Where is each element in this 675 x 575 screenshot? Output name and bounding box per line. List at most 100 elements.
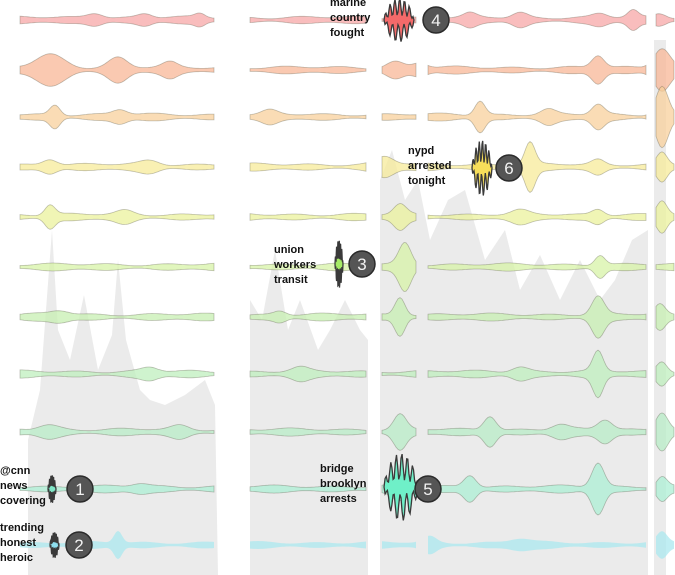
band-green-segment bbox=[427, 295, 647, 339]
band-aqua-segment bbox=[655, 475, 675, 503]
band-green-segment bbox=[655, 303, 675, 331]
callout-1-badge[interactable] bbox=[66, 475, 94, 503]
band-yellow-segment bbox=[19, 159, 215, 175]
band-lightgreen-segment bbox=[427, 255, 647, 279]
band-orange-segment bbox=[249, 108, 367, 126]
volume-area-right bbox=[380, 150, 648, 575]
band-lime bbox=[19, 200, 675, 234]
band-lime-segment bbox=[427, 208, 647, 226]
band-mint-segment bbox=[655, 361, 675, 387]
callout-5-badge[interactable] bbox=[414, 475, 442, 503]
callout-4-glyph bbox=[383, 0, 415, 42]
band-green-segment bbox=[249, 310, 367, 324]
band-red-segment bbox=[249, 15, 367, 25]
callout-4-number: 4 bbox=[431, 11, 440, 30]
band-seafoam-segment bbox=[249, 427, 367, 437]
band-seafoam-segment bbox=[381, 413, 417, 451]
callout-1-keyword-2: news bbox=[0, 480, 28, 492]
band-salmon-segment bbox=[381, 60, 417, 80]
volume-area-left bbox=[28, 230, 218, 575]
band-orange bbox=[19, 85, 675, 149]
callout-6-badge[interactable] bbox=[495, 154, 523, 182]
band-green-segment bbox=[381, 297, 417, 337]
band-lightgreen-segment bbox=[19, 262, 215, 272]
band-aqua-segment bbox=[249, 484, 367, 494]
callout-2-number: 2 bbox=[74, 536, 83, 555]
band-cyan-segment bbox=[20, 530, 214, 560]
band-salmon bbox=[19, 48, 675, 92]
callout-1-keyword-3: covering bbox=[0, 495, 46, 507]
band-cyan-segment bbox=[382, 541, 416, 549]
callout-3-keyword-1: union bbox=[274, 244, 304, 256]
band-lime-segment bbox=[249, 212, 367, 222]
callout-5-keyword-2: brooklyn bbox=[320, 478, 367, 490]
callout-6-keyword-2: arrested bbox=[408, 160, 451, 172]
callout-6-glyph bbox=[471, 140, 493, 196]
band-lightgreen-segment bbox=[381, 242, 417, 292]
callout-3-badge[interactable] bbox=[348, 250, 376, 278]
band-yellow-segment bbox=[249, 162, 367, 172]
callout-4: marine country fought 4 bbox=[330, 0, 450, 42]
band-cyan-segment bbox=[428, 535, 646, 555]
band-yellow-segment bbox=[655, 151, 675, 183]
band-mint-segment bbox=[19, 366, 215, 382]
band-lime-segment bbox=[381, 203, 417, 231]
callout-3-keyword-2: workers bbox=[273, 259, 316, 271]
callout-4-keyword-3: fought bbox=[330, 27, 365, 39]
callout-6: nypd arrested tonight 6 bbox=[408, 140, 523, 196]
band-salmon-segment bbox=[249, 65, 367, 75]
band-seafoam-segment bbox=[655, 412, 675, 452]
callout-2-keyword-2: honest bbox=[0, 537, 36, 549]
callout-6-number: 6 bbox=[504, 159, 513, 178]
callout-1-glyph bbox=[47, 475, 57, 503]
callout-3-number: 3 bbox=[357, 255, 366, 274]
callout-3-keyword-3: transit bbox=[274, 274, 308, 286]
callout-1: @cnn news covering 1 bbox=[0, 465, 94, 507]
callout-2-keyword-3: heroic bbox=[0, 552, 33, 564]
band-cyan-segment bbox=[250, 541, 366, 549]
band-yellow-segment bbox=[381, 155, 417, 179]
callout-5-keyword-1: bridge bbox=[320, 463, 354, 475]
band-salmon-segment bbox=[19, 53, 215, 87]
callout-3: union workers transit 3 bbox=[273, 240, 376, 288]
band-yellow bbox=[19, 140, 675, 194]
topic-callouts: @cnn news covering 1 trending honest heroic 2 un… bbox=[0, 0, 523, 564]
band-red-segment bbox=[19, 12, 215, 28]
callout-4-badge[interactable] bbox=[422, 6, 450, 34]
band-lime-segment bbox=[19, 204, 215, 230]
callout-3-glyph bbox=[334, 240, 344, 288]
callout-5-number: 5 bbox=[423, 480, 432, 499]
band-mint-segment bbox=[249, 365, 367, 383]
band-orange-segment bbox=[19, 104, 215, 130]
band-yellow-segment bbox=[427, 140, 647, 194]
band-cyan-segment bbox=[656, 531, 674, 559]
band-orange-segment bbox=[381, 113, 417, 121]
band-orange-segment bbox=[427, 100, 647, 134]
band-seafoam-segment bbox=[19, 424, 215, 440]
callout-5: bridge brooklyn arrests 5 bbox=[320, 453, 442, 521]
band-salmon-segment bbox=[427, 55, 647, 85]
callout-4-keyword-2: country bbox=[330, 12, 371, 24]
band-lightgreen-segment bbox=[655, 262, 675, 272]
band-red-segment bbox=[427, 9, 647, 31]
callout-2-glyph bbox=[49, 532, 60, 558]
band-mint-segment bbox=[427, 349, 647, 399]
band-red-segment bbox=[655, 13, 675, 27]
band-salmon-segment bbox=[655, 48, 675, 92]
callout-2-badge[interactable] bbox=[65, 531, 93, 559]
band-green bbox=[19, 295, 675, 339]
band-cyan bbox=[20, 530, 674, 560]
band-mint-segment bbox=[381, 370, 417, 378]
band-green-segment bbox=[19, 310, 215, 324]
callout-4-keyword-1: marine bbox=[330, 0, 366, 9]
band-seafoam-segment bbox=[427, 416, 647, 448]
callout-5-keyword-3: arrests bbox=[320, 493, 357, 505]
band-orange-segment bbox=[655, 85, 675, 149]
callout-1-number: 1 bbox=[75, 480, 84, 499]
callout-2: trending honest heroic 2 bbox=[0, 522, 93, 564]
band-lime-segment bbox=[655, 200, 675, 234]
volume-area-middle bbox=[250, 250, 368, 575]
band-aqua-segment bbox=[427, 462, 647, 516]
band-seafoam bbox=[19, 412, 675, 452]
